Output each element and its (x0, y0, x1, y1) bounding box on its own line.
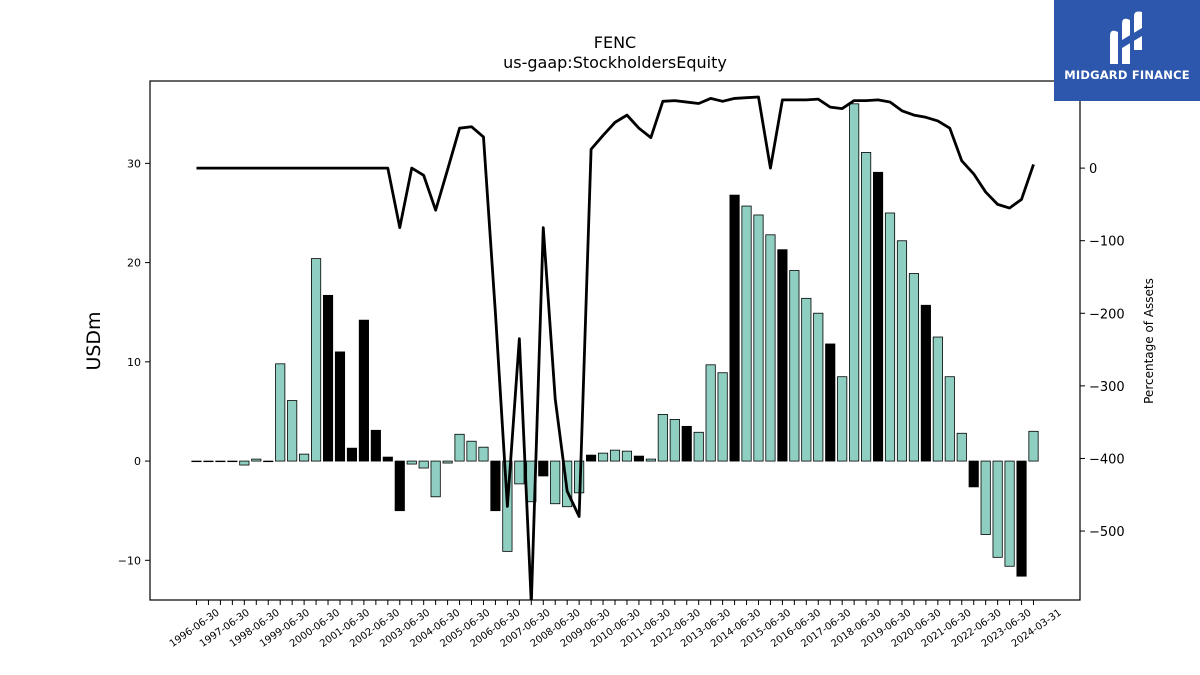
bar (251, 458, 262, 462)
bar (311, 258, 322, 462)
bar (382, 456, 393, 462)
y-right-tick-label: −200 (1089, 307, 1125, 322)
y-left-tick-label: 10 (127, 356, 141, 369)
y-left-tick-label: 0 (134, 455, 141, 468)
bar (239, 460, 250, 466)
y-right-tick-label: −400 (1089, 452, 1125, 467)
y-right-tick-label: 0 (1089, 162, 1097, 177)
percentage-of-assets-line (196, 95, 1035, 600)
bar (466, 440, 477, 462)
bar (358, 319, 369, 462)
bar (287, 400, 298, 462)
bar (633, 455, 644, 462)
bar (789, 270, 800, 462)
bar (717, 372, 728, 462)
bar (191, 460, 202, 463)
bar (872, 171, 884, 462)
bar (406, 460, 417, 465)
y-axis-left: −10 0 10 20 30 (118, 157, 150, 567)
logo-text: MIDGARD FINANCE (1064, 68, 1190, 82)
bar (956, 432, 967, 462)
y-axis-right-label: Percentage of Assets (1142, 278, 1156, 404)
y-right-tick-label: −300 (1089, 380, 1125, 395)
bar (813, 312, 824, 462)
bar (753, 214, 764, 462)
bar-series (191, 103, 1039, 577)
bar (346, 447, 358, 462)
bar (837, 376, 848, 462)
bar (705, 364, 716, 462)
bar (514, 460, 525, 485)
x-axis: 1996-06-301997-06-301998-06-301999-06-30… (168, 600, 1064, 650)
y-axis-right: −500−400−300−200−1000100 (1080, 90, 1125, 540)
bar (777, 249, 788, 462)
bar (765, 234, 776, 462)
bar (430, 460, 441, 498)
bar (609, 449, 621, 462)
chart-title: FENC (594, 33, 636, 52)
bar (681, 425, 692, 462)
bar (550, 460, 561, 505)
bar (657, 414, 668, 462)
bar (370, 429, 381, 462)
bar (621, 450, 633, 462)
bar (729, 194, 740, 462)
bar (478, 446, 489, 462)
bar (825, 343, 836, 462)
bar (1016, 460, 1027, 577)
bar (669, 418, 680, 462)
bar (538, 460, 549, 477)
bar (299, 453, 310, 462)
y-right-tick-label: −500 (1089, 525, 1125, 540)
bar (884, 212, 896, 462)
bar (263, 460, 274, 463)
bar (801, 297, 812, 462)
bar (490, 460, 501, 512)
bar (741, 205, 752, 462)
bar (992, 460, 1003, 558)
y-left-tick-label: −10 (118, 554, 141, 567)
y-axis-left-label: USDm (83, 311, 105, 370)
bar (418, 460, 429, 469)
midgard-finance-logo: MIDGARD FINANCE (1054, 0, 1200, 101)
bar (215, 460, 226, 463)
bar (1004, 460, 1015, 567)
bar (334, 351, 346, 462)
bar (442, 460, 453, 464)
bar (227, 460, 238, 463)
bar (944, 376, 955, 462)
bar (203, 460, 214, 463)
bar (968, 460, 979, 488)
bar (932, 336, 943, 462)
bar (322, 294, 334, 462)
bar (1028, 430, 1039, 462)
bar (586, 454, 597, 462)
midgard-m-icon (1110, 11, 1142, 65)
bar (597, 452, 609, 462)
bar (394, 460, 405, 512)
bar (693, 431, 704, 462)
bar (849, 103, 860, 462)
bar (861, 152, 872, 462)
bar (980, 460, 991, 535)
y-left-tick-label: 30 (127, 157, 141, 170)
y-right-tick-label: −100 (1089, 235, 1125, 250)
bar (896, 240, 908, 462)
bar (908, 273, 920, 462)
chart-subtitle: us-gaap:StockholdersEquity (503, 53, 727, 72)
bar (275, 363, 286, 462)
bar (645, 458, 656, 462)
bar (920, 304, 931, 462)
bar (454, 433, 465, 462)
y-left-tick-label: 20 (127, 257, 141, 270)
